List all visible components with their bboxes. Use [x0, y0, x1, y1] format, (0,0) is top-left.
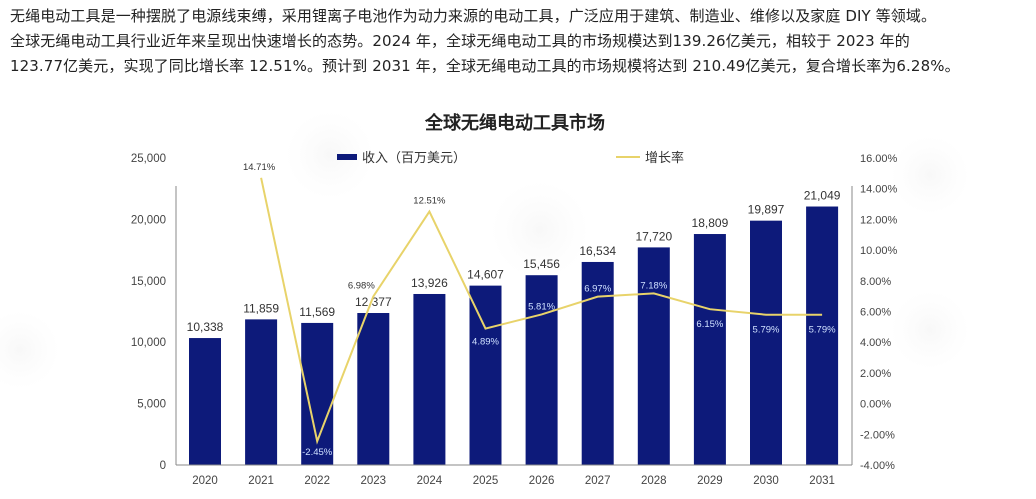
bar-value-label: 21,049 [804, 189, 841, 203]
x-axis-tick: 2021 [248, 475, 274, 487]
legend-line-label: 增长率 [645, 150, 684, 165]
x-axis-tick: 2023 [361, 475, 387, 487]
right-axis-tick: 10.00% [860, 245, 898, 257]
bar-value-label: 10,338 [187, 320, 224, 334]
x-axis-tick: 2020 [192, 475, 218, 487]
x-axis-tick: 2027 [585, 475, 611, 487]
bar-series: 10,338 11,859 11,569 12,377 13,926 14,607 15,4… [187, 189, 841, 465]
bar-value-label: 15,456 [523, 257, 560, 271]
bar-value-label: 13,926 [411, 276, 448, 290]
right-axis-tick: 8.00% [860, 276, 891, 288]
x-axis-tick: 2028 [641, 475, 667, 487]
right-y-axis: -4.00% -2.00% 0.00% 2.00% 4.00% 6.00% 8.00% 10.… [851, 153, 898, 472]
x-axis-tick: 2030 [753, 475, 779, 487]
x-axis-tick: 2025 [473, 475, 499, 487]
left-y-axis: 0 5,000 10,000 15,000 20,000 25,000 [131, 153, 177, 472]
chart-title: 全球无绳电动工具市场 [424, 112, 605, 133]
bar [693, 234, 726, 465]
x-axis-tick: 2022 [304, 475, 330, 487]
left-axis-tick: 15,000 [131, 276, 166, 288]
right-axis-tick: 14.00% [860, 184, 898, 196]
x-axis: 2020 2021 2022 2023 2024 2025 2026 2027 2028 2029… [176, 464, 852, 487]
bar [750, 220, 782, 465]
bar [806, 206, 839, 465]
intro-line-3: 123.77亿美元，实现了同比增长率 12.51%。预计到 2031 年，全球无… [10, 57, 960, 75]
legend-bar-swatch [337, 154, 357, 160]
right-axis-tick: -4.00% [860, 460, 895, 472]
intro-line-1: 无绳电动工具是一种摆脱了电源线束缚，采用锂离子电池作为动力来源的电动工具，广泛应… [10, 7, 937, 25]
growth-rate-label: 6.15% [696, 319, 723, 330]
left-axis-tick: 25,000 [131, 153, 166, 165]
bar-value-label: 17,720 [635, 229, 672, 243]
right-axis-tick: 6.00% [860, 307, 891, 319]
x-axis-tick: 2026 [529, 475, 555, 487]
intro-line-2: 全球无绳电动工具行业近年来呈现出快速增长的态势。2024 年，全球无绳电动工具的… [10, 32, 910, 50]
bar-value-label: 19,897 [748, 203, 785, 217]
growth-rate-label: 12.51% [413, 196, 446, 207]
bar [525, 275, 558, 465]
left-axis-tick: 20,000 [131, 214, 166, 226]
bar-value-label: 11,569 [299, 305, 335, 319]
growth-rate-label: 14.71% [243, 162, 276, 173]
growth-rate-label: 6.98% [348, 280, 375, 291]
right-axis-tick: 16.00% [860, 153, 898, 165]
growth-rate-label: 6.97% [584, 284, 611, 295]
growth-rate-label: 4.89% [472, 337, 499, 348]
legend-bar-label: 收入（百万美元） [362, 150, 466, 165]
bar-value-label: 11,859 [243, 301, 279, 315]
bar [469, 285, 502, 465]
bar [357, 313, 390, 465]
left-axis-tick: 10,000 [131, 337, 166, 349]
left-axis-tick: 0 [160, 460, 166, 472]
growth-rate-label: 5.81% [528, 301, 555, 312]
growth-rate-label: -2.45% [302, 447, 333, 458]
x-axis-tick: 2024 [417, 475, 443, 487]
combo-chart: 全球无绳电动工具市场 收入（百万美元） 增长率 0 5,000 10,000 15,0… [0, 110, 970, 487]
bar-value-label: 14,607 [467, 268, 504, 282]
legend: 收入（百万美元） 增长率 [337, 150, 684, 165]
growth-rate-label: 5.79% [809, 325, 836, 336]
growth-rate-label: 7.18% [640, 280, 667, 291]
bar-value-label: 16,534 [579, 244, 616, 258]
bar-value-label: 12,377 [355, 295, 392, 309]
watermark [0, 110, 970, 390]
bar [637, 247, 670, 465]
intro-paragraph: 无绳电动工具是一种摆脱了电源线束缚，采用锂离子电池作为动力来源的电动工具，广泛应… [10, 4, 1030, 79]
right-axis-tick: 0.00% [860, 399, 891, 411]
bar [245, 319, 278, 465]
left-axis-tick: 5,000 [137, 399, 166, 411]
right-axis-tick: 4.00% [860, 337, 891, 349]
growth-line [260, 177, 823, 445]
right-axis-tick: 12.00% [860, 214, 898, 226]
bar-value-label: 18,809 [692, 216, 729, 230]
chart-container: 全球无绳电动工具市场 收入（百万美元） 增长率 0 5,000 10,000 15,0… [0, 95, 1036, 495]
x-axis-tick: 2029 [697, 475, 723, 487]
bar [413, 293, 446, 465]
x-axis-tick: 2031 [809, 475, 835, 487]
right-axis-tick: 2.00% [860, 368, 891, 380]
growth-rate-label: 5.79% [753, 325, 780, 336]
right-axis-tick: -2.00% [860, 429, 895, 441]
bar [189, 338, 221, 465]
growth-line-series: 14.71% -2.45% 6.98% 12.51% 4.89% 5.81% 6.97% 7.… [243, 162, 836, 458]
